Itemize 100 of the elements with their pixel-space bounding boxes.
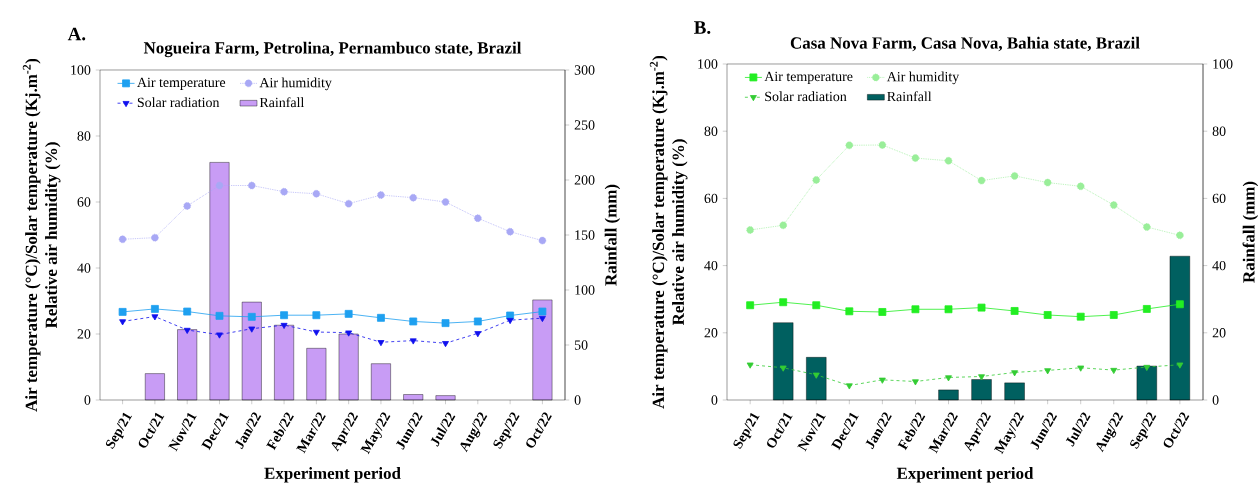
point — [216, 332, 223, 339]
point — [312, 189, 321, 198]
y2-tick-label: 150 — [575, 230, 595, 240]
point — [247, 181, 256, 190]
point — [280, 311, 288, 320]
point — [506, 317, 514, 325]
point — [377, 191, 385, 199]
point — [119, 319, 127, 326]
text: Air temperature (°C)/Solar temperature (Kj.m$^{-2}$) — [649, 55, 668, 409]
point — [473, 317, 482, 326]
point — [474, 331, 482, 338]
point — [1044, 368, 1052, 375]
point — [1010, 171, 1019, 180]
point — [118, 307, 127, 316]
point — [1011, 370, 1019, 377]
point — [1109, 311, 1118, 319]
point — [247, 312, 256, 321]
text: Air temperature (°C)/Solar temperature (Kj.m$^{-2}$) — [22, 58, 41, 412]
point — [911, 154, 920, 162]
text: B. — [694, 21, 711, 34]
y-tick-label: 60 — [77, 197, 91, 207]
y-tick-label: 80 — [77, 131, 91, 141]
point — [779, 365, 787, 372]
point — [409, 317, 418, 326]
legend-label: Solar radiation — [137, 97, 220, 108]
text: Relative air humidity (%) — [45, 142, 61, 329]
point — [151, 233, 159, 242]
legend-label: Air humidity — [886, 71, 960, 85]
point — [878, 141, 887, 149]
text: Relative air humidity (%) — [672, 139, 688, 326]
legend-label: Air temperature — [764, 71, 853, 84]
point — [441, 319, 450, 328]
point — [215, 181, 224, 190]
point — [409, 338, 417, 345]
point — [944, 305, 953, 314]
point — [538, 236, 547, 245]
point — [1143, 364, 1151, 371]
point — [812, 176, 821, 184]
point — [344, 309, 353, 318]
legend-label: Solar radiation — [765, 91, 847, 102]
point — [1175, 231, 1184, 240]
point — [441, 198, 450, 206]
point — [280, 322, 288, 329]
point — [977, 176, 986, 185]
chart-title: Nogueira Farm, Petrolina, Pernambuco state, Brazil — [143, 41, 522, 58]
point — [312, 311, 321, 320]
point — [538, 307, 547, 316]
point — [248, 326, 256, 333]
y2-tick-label: 40 — [1212, 260, 1226, 271]
y-tick-label: 0 — [84, 395, 91, 405]
point — [1077, 365, 1085, 372]
y2-tick-label: 100 — [1213, 59, 1233, 69]
text: A. — [67, 27, 86, 41]
y-tick-label: 40 — [77, 263, 91, 273]
point — [1109, 201, 1118, 210]
point — [538, 316, 546, 323]
point — [345, 330, 353, 337]
point — [977, 303, 986, 312]
legend-label: Rainfall — [259, 97, 305, 108]
y2-tick-label: 80 — [1212, 126, 1226, 136]
point — [911, 305, 920, 314]
point — [1076, 182, 1085, 191]
point — [1176, 362, 1184, 369]
point — [151, 314, 159, 321]
y2-tick-label: 100 — [575, 285, 595, 295]
point — [215, 311, 224, 320]
x-axis-title: Experiment period — [264, 467, 401, 483]
legend-label: Air temperature — [137, 77, 226, 90]
legend-label: Air humidity — [259, 77, 332, 91]
point — [845, 383, 853, 390]
point — [1142, 305, 1151, 313]
point — [183, 307, 192, 316]
y2-axis-title: Rainfall (mm) — [604, 184, 621, 286]
point — [812, 301, 821, 310]
point — [1043, 311, 1052, 319]
y-tick-label: 0 — [711, 395, 718, 405]
y-tick-label: 20 — [77, 329, 91, 339]
y-tick-label: 100 — [71, 65, 91, 75]
y2-tick-label: 200 — [574, 175, 595, 185]
point — [409, 193, 418, 202]
point — [945, 375, 952, 382]
point — [746, 226, 755, 234]
point — [746, 362, 754, 369]
y2-tick-label: 300 — [574, 65, 595, 75]
y-tick-label: 80 — [704, 126, 718, 136]
point — [473, 214, 482, 223]
point — [1175, 300, 1184, 309]
y-tick-label: 100 — [698, 59, 718, 69]
point — [1010, 307, 1019, 315]
point — [911, 379, 919, 386]
y2-tick-label: 60 — [1212, 193, 1226, 204]
x-axis-title: Experiment period — [896, 467, 1034, 483]
point — [506, 227, 515, 236]
point — [1043, 178, 1052, 187]
y2-tick-label: 20 — [1212, 328, 1226, 338]
point — [845, 307, 854, 316]
point — [183, 202, 192, 210]
point — [280, 187, 288, 196]
legend-label: Rainfall — [887, 91, 932, 102]
point — [1110, 367, 1118, 374]
